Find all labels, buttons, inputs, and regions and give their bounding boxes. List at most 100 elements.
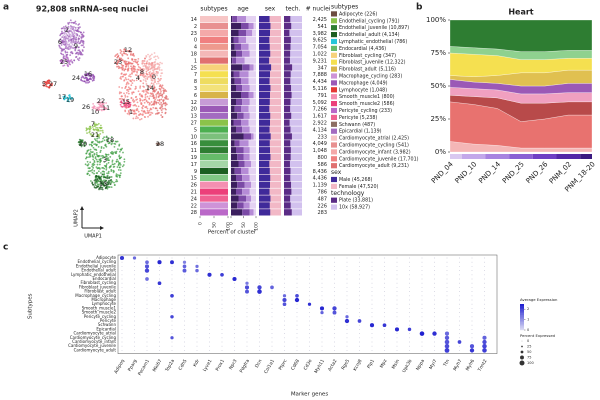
sex-male	[259, 119, 270, 126]
gene-label: Myh11	[313, 358, 326, 374]
background-dot	[134, 278, 135, 280]
umap-point	[133, 112, 135, 115]
sex-male	[259, 174, 271, 181]
row-label: Macrophage	[91, 297, 116, 302]
umap-point	[114, 61, 116, 64]
background-dot	[309, 328, 310, 330]
age-segment	[243, 202, 250, 209]
background-dot	[184, 312, 185, 314]
dot	[157, 281, 162, 286]
subtype-bar	[200, 181, 228, 188]
count-label: 4,049	[313, 141, 327, 147]
axis-label: Marker genes	[291, 392, 329, 398]
background-dot	[284, 291, 285, 293]
colorbar-step	[520, 311, 524, 314]
background-dot	[184, 278, 185, 280]
background-dot	[396, 274, 398, 276]
umap-point	[63, 55, 65, 57]
umap-point	[95, 144, 98, 147]
background-dot	[409, 345, 410, 347]
cluster-id: 6	[194, 93, 197, 99]
umap-point	[103, 108, 106, 111]
umap-point	[79, 26, 81, 29]
background-dot	[146, 299, 148, 301]
background-dot	[384, 341, 385, 343]
background-dot	[284, 328, 285, 330]
umap-point	[141, 106, 144, 109]
sex-male	[259, 71, 270, 78]
tech-plate	[284, 188, 292, 195]
background-dot	[171, 320, 173, 322]
background-dot	[321, 261, 323, 263]
umap-point	[153, 68, 156, 71]
cluster-id: 20	[191, 107, 197, 113]
background-dot	[271, 291, 273, 293]
umap-point	[43, 85, 45, 87]
umap-point	[67, 23, 70, 25]
cluster-id: 15	[191, 176, 197, 182]
age-segment	[231, 71, 234, 78]
age-segment	[236, 174, 243, 181]
umap-point	[93, 161, 96, 164]
background-dot	[309, 265, 310, 267]
background-dot	[371, 286, 373, 288]
umap-point	[136, 109, 139, 111]
background-dot	[421, 320, 423, 322]
background-dot	[321, 349, 323, 351]
background-dot	[209, 303, 210, 305]
dot	[457, 340, 462, 344]
background-dot	[309, 295, 310, 297]
umap-point	[149, 113, 152, 116]
umap-point	[110, 165, 112, 167]
umap-point	[141, 113, 144, 116]
umap-point	[76, 29, 79, 31]
umap-point	[147, 115, 149, 118]
background-dot	[371, 349, 373, 351]
background-dot	[159, 299, 160, 301]
background-dot	[171, 345, 173, 347]
umap-point	[61, 48, 64, 51]
umap-point	[137, 77, 140, 80]
umap-point	[129, 53, 132, 56]
umap-point	[103, 106, 106, 108]
background-dot	[371, 312, 373, 314]
background-dot	[471, 295, 473, 297]
legend-swatch	[331, 149, 337, 155]
background-dot	[234, 282, 235, 284]
tech-plate	[284, 36, 291, 43]
umap-point	[141, 70, 144, 73]
umap-point	[148, 56, 151, 58]
age-segment	[246, 195, 251, 202]
umap-point	[68, 43, 71, 46]
subtype-bar	[200, 174, 228, 181]
background-dot	[196, 316, 198, 318]
background-dot	[346, 324, 348, 326]
column-header: tech.	[285, 6, 300, 13]
background-dot	[484, 328, 485, 330]
background-dot	[371, 270, 373, 272]
count-label: 2,425	[313, 17, 327, 23]
background-dot	[359, 345, 360, 347]
background-dot	[334, 265, 335, 267]
umap-point	[94, 156, 97, 158]
background-dot	[134, 270, 135, 272]
background-dot	[221, 291, 223, 293]
umap-point	[67, 98, 70, 100]
cluster-id: 0	[194, 38, 197, 44]
background-dot	[196, 282, 198, 284]
cluster-id: 5	[194, 127, 197, 133]
colorbar-step	[520, 318, 524, 320]
x-tick-label: PND_25	[501, 160, 526, 185]
cluster-id: 8	[194, 79, 197, 85]
dot	[282, 302, 287, 307]
background-dot	[296, 307, 298, 309]
background-dot	[471, 303, 473, 305]
age-segment	[249, 64, 254, 71]
age-segment	[238, 36, 246, 43]
sex-background	[259, 167, 281, 175]
umap-point	[97, 107, 99, 110]
subtype-bar	[200, 160, 228, 168]
background-dot	[121, 295, 123, 297]
umap-point	[64, 50, 67, 53]
count-label: 8,436	[313, 169, 327, 175]
